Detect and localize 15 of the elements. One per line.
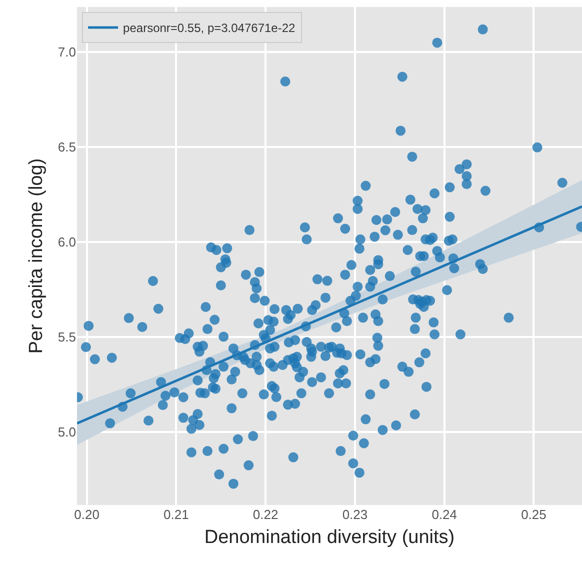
x-axis-title: Denomination diversity (units) — [204, 526, 455, 548]
line-series — [77, 205, 582, 425]
y-tick-label: 6.0 — [58, 234, 76, 250]
x-tick-label: 0.21 — [164, 507, 189, 522]
y-tick-label: 6.5 — [58, 140, 76, 155]
y-axis-title: Per capita income (log) — [26, 158, 47, 354]
x-tick-label: 0.22 — [252, 507, 278, 522]
x-tick-label: 0.24 — [432, 507, 458, 522]
x-tick-label: 0.25 — [521, 507, 546, 522]
y-tick-label: 7.0 — [58, 44, 76, 60]
y-tick-label: 5.0 — [58, 424, 76, 440]
legend-label: pearsonr=0.55, p=3.047671e-22 — [123, 21, 296, 36]
y-tick-label: 5.5 — [58, 330, 76, 345]
x-tick-label: 0.20 — [74, 507, 100, 522]
x-tick-label: 0.23 — [342, 507, 368, 522]
